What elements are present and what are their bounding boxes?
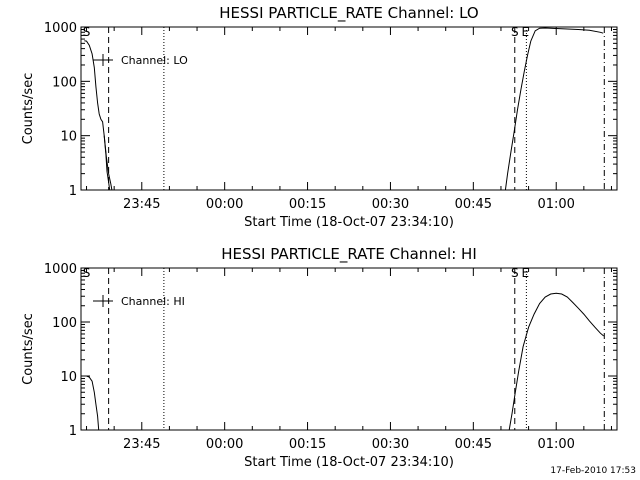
x-axis-label: Start Time (18-Oct-07 23:34:10) [244, 455, 454, 470]
chart-title: HESSI PARTICLE_RATE Channel: LO [219, 4, 478, 23]
event-marker-s: S [511, 25, 519, 39]
y-tick-label: 10 [60, 130, 77, 145]
y-tick-label: 1 [69, 184, 77, 199]
x-tick-label: 00:15 [289, 197, 326, 212]
data-series-line [103, 135, 113, 191]
plot-frame [80, 267, 618, 431]
y-axis-label: Counts/sec [21, 313, 36, 385]
y-axis-label: Counts/sec [21, 73, 36, 145]
x-tick-label: 01:00 [537, 437, 574, 452]
y-tick-label: 100 [52, 316, 77, 331]
x-tick-label: 23:45 [123, 437, 160, 452]
data-series-line [508, 292, 605, 431]
legend-label: Channel: LO [121, 54, 188, 67]
x-tick-label: 00:15 [289, 437, 326, 452]
y-tick-label: 1000 [44, 262, 77, 277]
x-tick-label: 23:45 [123, 197, 160, 212]
x-tick-label: 00:30 [372, 437, 409, 452]
event-marker-e: E [521, 266, 529, 280]
event-marker-s: S [83, 25, 91, 39]
x-tick-label: 00:00 [206, 437, 243, 452]
x-tick-label: 00:45 [455, 437, 492, 452]
plot-frame [80, 26, 618, 191]
x-tick-label: 00:00 [206, 197, 243, 212]
event-marker-s: S [83, 266, 91, 280]
chart-title: HESSI PARTICLE_RATE Channel: HI [221, 245, 477, 264]
y-tick-label: 1000 [44, 21, 77, 36]
y-tick-label: 10 [60, 370, 77, 385]
x-axis-label: Start Time (18-Oct-07 23:34:10) [244, 215, 454, 230]
y-tick-label: 100 [52, 75, 77, 90]
timestamp-footer: 17-Feb-2010 17:53 [550, 466, 636, 476]
y-tick-label: 1 [69, 424, 77, 439]
data-series-line [84, 375, 100, 431]
x-tick-label: 01:00 [537, 197, 574, 212]
x-tick-label: 00:30 [372, 197, 409, 212]
event-marker-e: E [521, 25, 529, 39]
legend-label: Channel: HI [121, 295, 185, 308]
event-marker-s: S [511, 266, 519, 280]
data-series-line [504, 27, 604, 191]
data-series-line [84, 40, 111, 191]
x-tick-label: 00:45 [455, 197, 492, 212]
